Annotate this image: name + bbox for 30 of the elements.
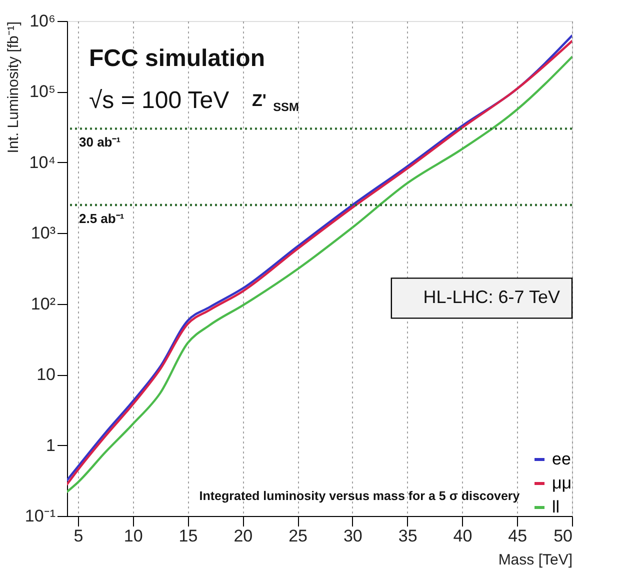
x-tick-label: 15 <box>178 526 198 546</box>
annotation: FCC simulation <box>89 45 266 72</box>
annotation: Z'SSM <box>252 91 299 114</box>
x-tick-label: 50 <box>554 526 572 546</box>
ref-line-label: 30 ab⁻¹ <box>79 134 121 150</box>
x-tick-label: 5 <box>74 526 84 546</box>
ref-line-label: 2.5 ab⁻¹ <box>79 211 124 226</box>
x-tick-label: 30 <box>343 526 362 546</box>
x-tick-label: 35 <box>398 526 418 546</box>
y-tick-label: 10 <box>36 365 56 384</box>
y-axis-title: Int. Luminosity [fb⁻¹] <box>4 22 22 154</box>
y-tick-label: 10³ <box>30 224 56 243</box>
y-tick-label: 10⁵ <box>30 82 56 102</box>
x-axis-title: Mass [TeV] <box>498 552 572 568</box>
x-tick-label: 25 <box>288 526 308 546</box>
legend-label: μμ <box>552 474 572 492</box>
annotation: HL-LHC: 6-7 TeV <box>423 287 560 308</box>
annotation: √s = 100 TeV <box>89 87 230 114</box>
y-tick-label: 10⁶ <box>30 12 56 30</box>
y-tick-label: 1 <box>46 436 56 455</box>
legend-label: ee <box>552 450 571 468</box>
y-tick-label: 10² <box>30 294 56 314</box>
x-tick-label: 40 <box>453 526 472 546</box>
annotation: Integrated luminosity versus mass for a 5 σ discovery <box>199 489 520 503</box>
y-tick-label: 10⁻¹ <box>24 506 56 526</box>
legend-label: ll <box>552 498 560 516</box>
x-tick-label: 45 <box>508 526 528 546</box>
x-tick-label: 20 <box>234 526 253 546</box>
y-tick-label: 10⁴ <box>29 152 56 172</box>
x-tick-label: 10 <box>124 526 143 546</box>
